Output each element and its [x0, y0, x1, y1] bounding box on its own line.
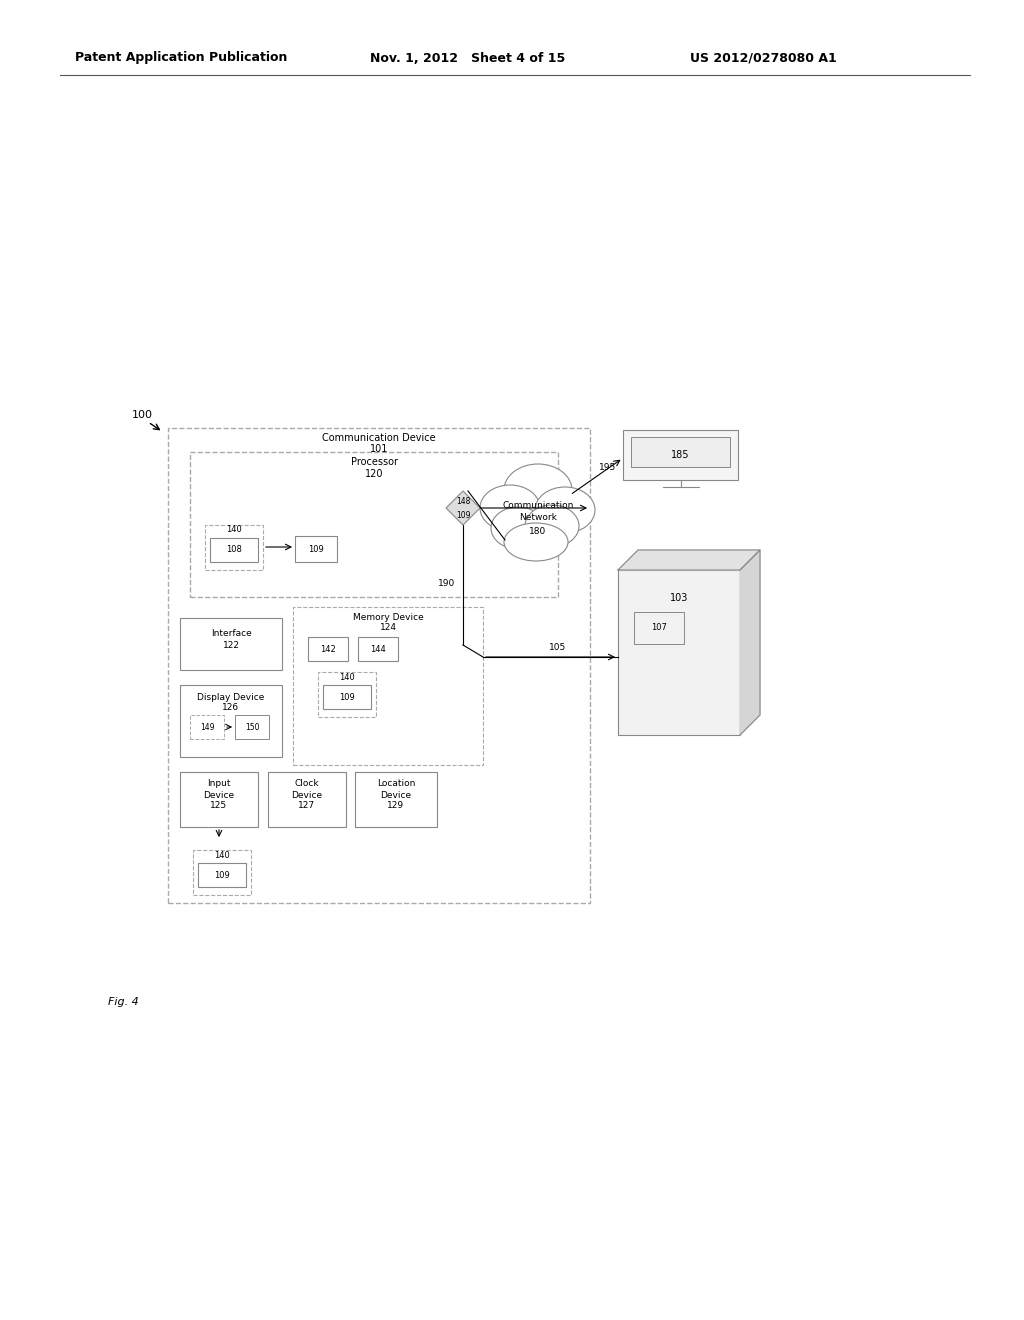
Ellipse shape [490, 507, 545, 549]
Text: 109: 109 [339, 693, 355, 701]
Text: 101: 101 [370, 444, 388, 454]
Text: 195: 195 [599, 463, 616, 473]
Text: Network: Network [519, 513, 557, 523]
Text: Patent Application Publication: Patent Application Publication [75, 51, 288, 65]
Text: Device: Device [292, 791, 323, 800]
Ellipse shape [504, 465, 572, 516]
Text: Display Device: Display Device [198, 693, 264, 701]
Text: 150: 150 [245, 722, 259, 731]
Text: Interface: Interface [211, 630, 251, 639]
Text: 129: 129 [387, 801, 404, 810]
Text: 144: 144 [370, 644, 386, 653]
Ellipse shape [504, 523, 568, 561]
Text: 124: 124 [380, 623, 396, 632]
Polygon shape [740, 550, 760, 735]
Text: Communication Device: Communication Device [323, 433, 436, 444]
Text: 140: 140 [339, 672, 355, 681]
Text: 108: 108 [226, 545, 242, 554]
FancyBboxPatch shape [623, 430, 738, 480]
Text: 190: 190 [438, 578, 456, 587]
Polygon shape [618, 550, 760, 570]
Text: 142: 142 [321, 644, 336, 653]
Text: 125: 125 [211, 801, 227, 810]
Text: 105: 105 [549, 644, 566, 652]
Text: Nov. 1, 2012   Sheet 4 of 15: Nov. 1, 2012 Sheet 4 of 15 [370, 51, 565, 65]
Text: 109: 109 [214, 870, 229, 879]
Text: 120: 120 [365, 469, 383, 479]
Text: 127: 127 [298, 801, 315, 810]
Ellipse shape [525, 506, 579, 546]
Text: Processor: Processor [350, 457, 397, 467]
Text: 103: 103 [670, 593, 688, 603]
Ellipse shape [535, 487, 595, 533]
Text: Memory Device: Memory Device [352, 612, 423, 622]
Text: 100: 100 [132, 411, 153, 420]
Text: Device: Device [381, 791, 412, 800]
Ellipse shape [480, 484, 540, 531]
Text: 109: 109 [456, 511, 470, 520]
Text: 140: 140 [226, 525, 242, 535]
Text: 140: 140 [214, 850, 229, 859]
Text: Clock: Clock [295, 780, 319, 788]
FancyBboxPatch shape [618, 570, 740, 735]
Text: Location: Location [377, 780, 415, 788]
Text: US 2012/0278080 A1: US 2012/0278080 A1 [690, 51, 837, 65]
Text: 185: 185 [672, 450, 690, 459]
Text: 149: 149 [200, 722, 214, 731]
FancyBboxPatch shape [631, 437, 730, 467]
Text: 148: 148 [456, 496, 470, 506]
Text: 122: 122 [222, 642, 240, 651]
Text: 107: 107 [651, 623, 667, 632]
Polygon shape [446, 491, 480, 525]
Text: 126: 126 [222, 704, 240, 713]
Text: 180: 180 [529, 527, 547, 536]
Text: Device: Device [204, 791, 234, 800]
Text: Communication: Communication [503, 500, 573, 510]
Text: Fig. 4: Fig. 4 [108, 997, 138, 1007]
Text: Input: Input [207, 780, 230, 788]
Text: 109: 109 [308, 544, 324, 553]
